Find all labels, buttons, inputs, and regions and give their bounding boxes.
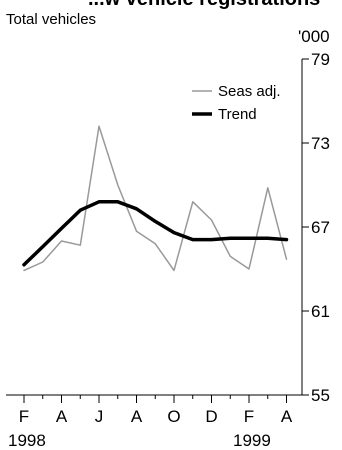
y-tick-label: 61 <box>311 302 330 321</box>
x-tick-label: O <box>167 407 180 426</box>
y-tick-label: 67 <box>311 218 330 237</box>
x-year-label: 1998 <box>8 431 46 450</box>
cut-off-title: ...w vehicle registrations <box>88 0 320 10</box>
x-tick-label: A <box>56 407 68 426</box>
x-tick-label: F <box>244 407 254 426</box>
y-tick-label: 73 <box>311 134 330 153</box>
x-tick-label: J <box>95 407 104 426</box>
series-lines-group <box>22 125 289 272</box>
legend-label: Seas adj. <box>218 83 281 100</box>
series-line-seas-adj <box>23 125 288 272</box>
chart-subtitle: Total vehicles <box>6 11 96 28</box>
x-tick-label: A <box>281 407 293 426</box>
x-tick-label: A <box>131 407 143 426</box>
axes-group: 55 61 67 73 79 F A J A O D F A 1998 1999 <box>6 50 330 450</box>
series-line-trend <box>22 200 289 267</box>
legend-label: Trend <box>218 106 257 123</box>
x-tick-label: D <box>205 407 217 426</box>
y-tick-label: 79 <box>311 50 330 69</box>
unit-label: '000 <box>298 27 330 46</box>
x-year-label: 1999 <box>233 431 271 450</box>
legend: Seas adj. Trend <box>192 83 281 123</box>
y-tick-label: 55 <box>311 386 330 405</box>
x-tick-label: F <box>19 407 29 426</box>
